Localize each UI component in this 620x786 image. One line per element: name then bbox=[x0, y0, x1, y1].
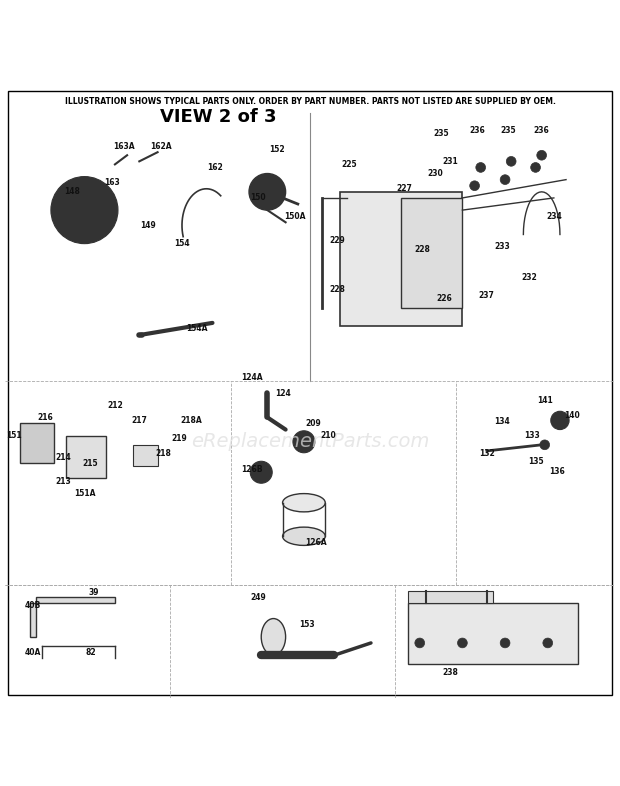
Text: 152: 152 bbox=[268, 145, 285, 153]
Bar bbox=[340, 192, 463, 326]
Text: 232: 232 bbox=[521, 273, 538, 281]
Text: 39: 39 bbox=[88, 589, 99, 597]
Circle shape bbox=[470, 181, 479, 190]
Bar bbox=[133, 445, 157, 466]
Text: 126A: 126A bbox=[305, 538, 327, 547]
Circle shape bbox=[507, 156, 516, 166]
Text: 162A: 162A bbox=[150, 141, 172, 151]
Text: 225: 225 bbox=[342, 160, 358, 169]
Ellipse shape bbox=[283, 527, 326, 545]
Text: 82: 82 bbox=[85, 648, 96, 656]
Text: 136: 136 bbox=[549, 467, 565, 476]
Text: 135: 135 bbox=[528, 457, 543, 466]
Text: 154: 154 bbox=[174, 239, 190, 248]
Text: 149: 149 bbox=[141, 221, 156, 230]
Text: 124: 124 bbox=[275, 388, 290, 398]
Text: 163A: 163A bbox=[113, 141, 135, 151]
Circle shape bbox=[458, 638, 467, 648]
Ellipse shape bbox=[261, 619, 286, 656]
Text: 249: 249 bbox=[250, 593, 266, 602]
Text: 218: 218 bbox=[156, 450, 172, 458]
Text: 148: 148 bbox=[64, 187, 80, 196]
Text: eReplacementParts.com: eReplacementParts.com bbox=[191, 432, 429, 451]
Circle shape bbox=[543, 638, 552, 648]
Text: ILLUSTRATION SHOWS TYPICAL PARTS ONLY. ORDER BY PART NUMBER. PARTS NOT LISTED AR: ILLUSTRATION SHOWS TYPICAL PARTS ONLY. O… bbox=[64, 97, 556, 106]
Text: 226: 226 bbox=[436, 294, 452, 303]
Circle shape bbox=[250, 461, 272, 483]
Bar bbox=[407, 604, 578, 664]
Circle shape bbox=[51, 177, 118, 244]
Text: 154A: 154A bbox=[187, 325, 208, 333]
Text: 153: 153 bbox=[299, 620, 315, 629]
Text: 228: 228 bbox=[329, 285, 345, 294]
Circle shape bbox=[476, 163, 485, 172]
Text: 150A: 150A bbox=[284, 211, 306, 221]
Bar bbox=[401, 198, 463, 307]
Text: 213: 213 bbox=[55, 477, 71, 486]
Text: 162: 162 bbox=[208, 163, 223, 172]
Text: 227: 227 bbox=[397, 184, 412, 193]
Text: 233: 233 bbox=[494, 242, 510, 252]
Text: 218A: 218A bbox=[180, 416, 202, 425]
Text: 229: 229 bbox=[330, 236, 345, 245]
Text: 215: 215 bbox=[82, 458, 99, 468]
Text: 40A: 40A bbox=[24, 648, 41, 656]
Text: 230: 230 bbox=[427, 169, 443, 178]
Text: 151: 151 bbox=[7, 432, 22, 440]
Text: 236: 236 bbox=[534, 127, 549, 135]
Text: 141: 141 bbox=[537, 396, 552, 406]
Bar bbox=[66, 435, 106, 479]
Text: 217: 217 bbox=[131, 416, 147, 425]
Circle shape bbox=[540, 440, 549, 450]
Text: 219: 219 bbox=[171, 434, 187, 443]
Text: 134: 134 bbox=[494, 417, 510, 426]
Text: 235: 235 bbox=[433, 130, 449, 138]
Circle shape bbox=[551, 411, 569, 430]
Text: 214: 214 bbox=[55, 453, 71, 461]
Circle shape bbox=[500, 174, 510, 185]
Text: 140: 140 bbox=[564, 411, 580, 420]
Ellipse shape bbox=[283, 494, 326, 512]
Text: 234: 234 bbox=[546, 211, 562, 221]
Text: 132: 132 bbox=[479, 450, 495, 458]
Bar bbox=[20, 424, 54, 463]
Text: 40B: 40B bbox=[25, 601, 41, 610]
Text: 150: 150 bbox=[250, 193, 266, 203]
Text: 126B: 126B bbox=[241, 465, 263, 474]
Bar bbox=[407, 591, 493, 604]
Text: 210: 210 bbox=[321, 432, 336, 440]
Circle shape bbox=[500, 638, 510, 648]
Circle shape bbox=[299, 437, 309, 446]
Circle shape bbox=[63, 189, 106, 231]
Polygon shape bbox=[30, 597, 115, 637]
Circle shape bbox=[531, 163, 541, 172]
Text: 235: 235 bbox=[500, 127, 516, 135]
Circle shape bbox=[293, 431, 315, 453]
Circle shape bbox=[249, 174, 286, 210]
Text: 216: 216 bbox=[37, 413, 53, 422]
Text: 228: 228 bbox=[415, 245, 431, 254]
Text: 231: 231 bbox=[442, 157, 458, 166]
Text: 212: 212 bbox=[107, 401, 123, 410]
Text: 133: 133 bbox=[525, 432, 541, 440]
Text: VIEW 2 of 3: VIEW 2 of 3 bbox=[161, 108, 277, 127]
Circle shape bbox=[556, 416, 564, 424]
Text: 163: 163 bbox=[104, 178, 120, 187]
Text: 124A: 124A bbox=[241, 373, 263, 382]
Text: 209: 209 bbox=[305, 419, 321, 428]
Text: 237: 237 bbox=[479, 291, 495, 300]
Circle shape bbox=[537, 150, 547, 160]
Text: 238: 238 bbox=[442, 668, 458, 677]
Text: 151A: 151A bbox=[74, 489, 95, 498]
Text: 236: 236 bbox=[470, 127, 485, 135]
Circle shape bbox=[415, 638, 425, 648]
